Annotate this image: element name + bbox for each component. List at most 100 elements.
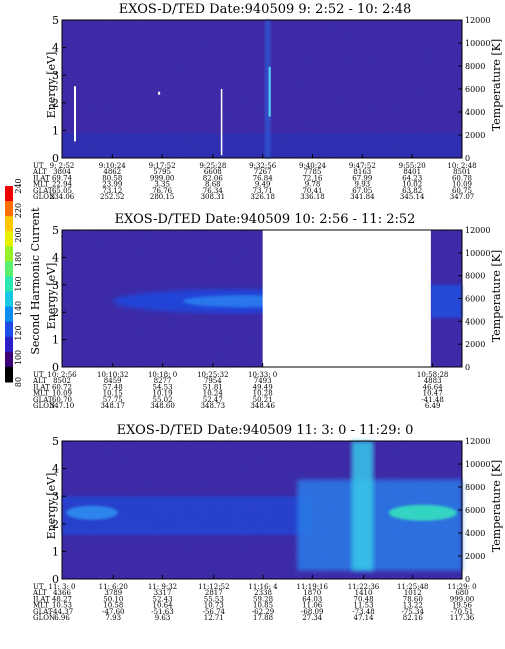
orbit-cell: 10.64 <box>152 602 173 610</box>
colorbar-swatch <box>5 261 13 277</box>
y2-tick-label: 8000 <box>465 62 485 71</box>
orbit-cell: 10:10:32 <box>97 371 128 379</box>
y2-tick-label: 0 <box>465 575 470 584</box>
ion-band-core <box>66 505 118 520</box>
orbit-cell: 347.07 <box>450 193 475 201</box>
orbit-cell: 999.00 <box>450 595 475 603</box>
orbit-row-label: GLON <box>33 402 55 410</box>
orbit-cell: 76.34 <box>203 187 224 195</box>
orbit-row-label: UT <box>33 583 44 591</box>
low-energy-band <box>62 133 462 158</box>
panel-3-ylabel: Energy [eV] <box>45 473 58 540</box>
orbit-cell: 10.09 <box>452 181 472 189</box>
orbit-cell: 234.06 <box>50 193 75 201</box>
orbit-cell: 82.06 <box>203 174 224 182</box>
orbit-cell: 60.72 <box>52 383 72 391</box>
orbit-row-label: GLAT <box>33 187 53 195</box>
y-tick-label: 4 <box>52 251 59 264</box>
orbit-cell: 341.84 <box>350 193 375 201</box>
orbit-cell: 8277 <box>154 377 172 385</box>
orbit-cell: 11.06 <box>302 602 323 610</box>
orbit-cell: 3317 <box>154 589 172 597</box>
y2-tick-label: 8000 <box>465 483 485 492</box>
y-tick-label: 3 <box>52 69 59 82</box>
orbit-cell: 8502 <box>53 377 71 385</box>
data-spike <box>74 86 76 142</box>
orbit-cell: 50.21 <box>253 396 273 404</box>
orbit-cell: 8501 <box>453 168 471 176</box>
y2-tick-label: 8000 <box>465 272 485 281</box>
data-spike <box>158 91 161 95</box>
orbit-cell: 8459 <box>104 377 122 385</box>
orbit-cell: 51.81 <box>203 383 223 391</box>
orbit-cell: 10.19 <box>153 390 173 398</box>
y-tick-label: 1 <box>52 124 59 137</box>
orbit-cell: 60.70 <box>52 396 72 404</box>
panel-1: EXOS-D/TED Date:940509 9: 2:52 - 10: 2:4… <box>32 2 503 201</box>
orbit-cell: 5795 <box>153 168 171 176</box>
orbit-cell: 1410 <box>355 589 373 597</box>
orbit-cell: 7493 <box>254 377 272 385</box>
orbit-cell: 63.82 <box>402 187 422 195</box>
orbit-cell: 4883 <box>424 377 442 385</box>
y-tick-label: 3 <box>52 279 59 292</box>
y2-tick-label: 4000 <box>465 108 485 117</box>
orbit-cell: 7.93 <box>105 614 121 622</box>
orbit-cell: 280.15 <box>150 193 175 201</box>
orbit-cell: 57.75 <box>103 396 123 404</box>
orbit-cell: 11:22:36 <box>348 583 380 591</box>
orbit-cell: 6608 <box>204 168 222 176</box>
orbit-row-label: ILAT <box>33 595 50 603</box>
orbit-cell: 52.47 <box>203 396 223 404</box>
enhancement-band <box>264 20 271 158</box>
orbit-cell: 348.46 <box>250 402 275 410</box>
orbit-row-label: MLT <box>33 602 49 610</box>
panel-2-axes: 0 1 2 3 4 5 0 2000 4000 6000 8000 10000 12000 <box>52 224 490 374</box>
panel-3: EXOS-D/TED Date:940509 11: 3: 0 - 11:29:… <box>32 423 503 622</box>
orbit-cell: 10.15 <box>103 390 123 398</box>
orbit-cell: 10:18: 0 <box>148 371 177 379</box>
orbit-cell: 55.02 <box>153 396 173 404</box>
colorbar-label: Second Harmonic Current <box>29 207 42 355</box>
orbit-cell: 8163 <box>353 168 371 176</box>
orbit-cell: -51.63 <box>151 608 173 616</box>
heating-region <box>297 479 462 571</box>
orbit-row-label: ILAT <box>33 174 50 182</box>
colorbar-swatch <box>5 351 13 368</box>
heating-column <box>351 441 374 571</box>
orbit-cell: 348.60 <box>150 402 175 410</box>
orbit-cell: 10.24 <box>203 390 224 398</box>
orbit-cell: 3789 <box>104 589 122 597</box>
orbit-cell: 8.68 <box>205 181 221 189</box>
colorbar-tick-label: 100 <box>14 350 23 365</box>
orbit-cell: 60.78 <box>452 174 472 182</box>
orbit-cell: 70.41 <box>302 187 322 195</box>
orbit-cell: -73.48 <box>352 608 374 616</box>
orbit-cell: 59.28 <box>253 595 273 603</box>
y2-tick-label: 6000 <box>465 85 485 94</box>
data-gap <box>262 230 431 367</box>
colorbar-tick-label: 240 <box>14 178 23 193</box>
orbit-cell: 9.78 <box>305 181 321 189</box>
colorbar: 80 100 120 140 160 180 200 220 240 Second Harmon… <box>5 178 42 387</box>
orbit-cell: 17.88 <box>253 614 273 622</box>
orbit-cell: 1012 <box>404 589 422 597</box>
orbit-cell: 11: 9:32 <box>148 583 177 591</box>
orbit-cell: 73.71 <box>253 187 273 195</box>
y2-tick-label: 12000 <box>465 226 490 235</box>
orbit-cell: 60.75 <box>452 187 472 195</box>
orbit-row-label: GLON <box>33 614 55 622</box>
orbit-cell: 10.58 <box>103 602 123 610</box>
colorbar-swatches <box>5 186 13 383</box>
orbit-cell: 1870 <box>303 589 321 597</box>
orbit-cell: 27.34 <box>302 614 323 622</box>
y2-tick-label: 10000 <box>465 249 490 258</box>
orbit-cell: 7954 <box>204 377 222 385</box>
orbit-row-label: ALT <box>32 377 47 385</box>
orbit-cell: 3.35 <box>154 181 170 189</box>
orbit-cell: 52.43 <box>152 595 172 603</box>
panel-3-y2label: Temperature [K] <box>490 460 503 552</box>
orbit-cell: -56.74 <box>203 608 226 616</box>
